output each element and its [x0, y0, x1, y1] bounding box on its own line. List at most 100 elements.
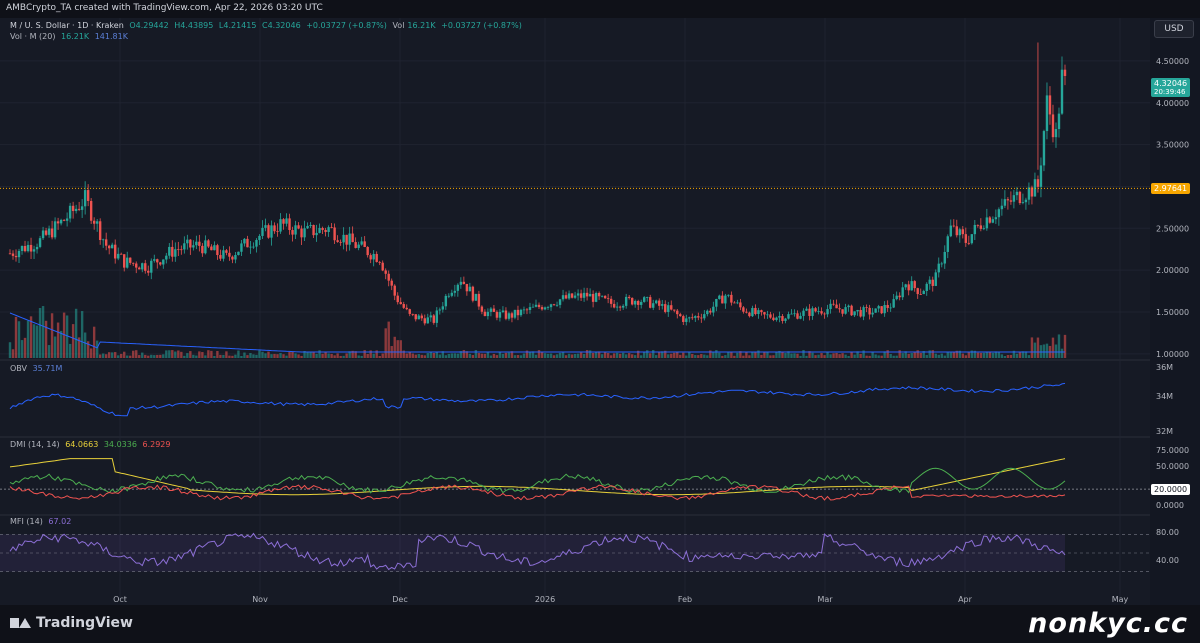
volma-v1: 16.21K — [61, 32, 90, 41]
candle — [489, 308, 493, 312]
volume-bar — [886, 350, 889, 358]
candle — [823, 313, 826, 315]
chart-area[interactable]: Oct Nov Dec 2026 Feb Mar Apr May — [0, 18, 1150, 605]
candle — [65, 218, 69, 221]
time-label-5: Mar — [817, 595, 833, 604]
candle — [288, 218, 291, 231]
candle — [8, 253, 12, 255]
volume-bar — [531, 351, 535, 358]
volume-bar — [318, 350, 321, 358]
volume-bar — [309, 352, 312, 358]
current-price: 4.32046 — [1154, 79, 1188, 88]
chart-svg[interactable]: Oct Nov Dec 2026 Feb Mar Apr May — [0, 18, 1150, 605]
volume-bar — [751, 352, 754, 358]
volume-bar — [1057, 334, 1061, 358]
time-label-1: Nov — [252, 595, 268, 604]
volume-bar — [354, 351, 357, 358]
candle — [249, 246, 252, 248]
dmi-level-tag: 20.0000 — [1151, 484, 1191, 495]
candle — [198, 241, 201, 246]
volume-bar — [555, 354, 559, 358]
volume-bar — [98, 354, 102, 358]
price-axis[interactable]: 4.500004.000003.500003.000002.500002.000… — [1150, 18, 1200, 605]
candle — [877, 306, 880, 309]
volume-bar — [342, 355, 345, 358]
volume-bar — [279, 353, 282, 358]
volume-bar — [300, 355, 303, 358]
candle — [117, 253, 120, 259]
volume-bar — [949, 352, 952, 358]
candle — [658, 300, 661, 306]
candle — [306, 225, 309, 229]
volume-bar — [880, 355, 883, 358]
volume-bar — [504, 352, 508, 358]
vol-value: 16.21K — [407, 21, 436, 30]
tradingview-logo[interactable]: TradingView — [10, 613, 133, 633]
candle — [1006, 199, 1010, 201]
volume-bar — [1042, 344, 1046, 358]
obv-line — [9, 382, 1066, 417]
volume-bar — [207, 350, 210, 358]
candle — [748, 312, 751, 317]
candle — [98, 221, 102, 240]
candle — [606, 298, 610, 300]
candle — [835, 304, 838, 309]
volume-bar — [432, 352, 436, 358]
volume-bar — [973, 350, 977, 358]
volume-bar — [129, 355, 132, 358]
candle — [53, 221, 57, 238]
candle — [733, 302, 736, 304]
currency-button[interactable]: USD — [1154, 20, 1194, 38]
candle — [330, 227, 333, 228]
candle — [123, 254, 126, 268]
volume-bar — [198, 351, 201, 358]
volume-bar — [1009, 354, 1013, 358]
candle — [585, 292, 589, 297]
candle — [252, 246, 255, 248]
candle — [1057, 113, 1061, 130]
volume-bar — [985, 351, 989, 358]
volume-bar — [916, 350, 919, 358]
volume-bar — [231, 355, 234, 358]
candle — [414, 314, 417, 320]
candle — [62, 219, 66, 221]
candle — [384, 270, 387, 274]
candle — [11, 253, 15, 256]
candle — [778, 316, 781, 318]
candle — [162, 259, 165, 265]
candle — [994, 217, 998, 220]
candle — [192, 245, 195, 248]
volume-bar — [769, 355, 772, 358]
volume-bar — [679, 354, 682, 358]
candle — [898, 295, 901, 298]
volume-bar — [147, 355, 150, 358]
volume-bar — [612, 353, 616, 358]
volume-bar — [378, 355, 381, 358]
volume-bar — [53, 336, 57, 358]
volume-bar — [606, 353, 610, 358]
volume-bar — [928, 350, 931, 358]
volume-bar — [838, 354, 841, 358]
candle — [207, 240, 210, 247]
candle — [862, 307, 865, 317]
volume-bar — [50, 313, 54, 358]
countdown: 20:39:46 — [1154, 88, 1186, 96]
volume-bar — [26, 320, 30, 358]
candle — [153, 259, 156, 261]
volume-bar — [71, 324, 75, 358]
candle — [71, 205, 75, 212]
candle — [408, 309, 411, 314]
volume-bar — [95, 340, 99, 358]
candle — [934, 272, 937, 286]
volume-bar — [883, 351, 886, 358]
candle — [41, 230, 45, 239]
volume-bar — [591, 352, 595, 358]
dmi-adx: 64.0663 — [65, 440, 99, 449]
volume-bar — [997, 351, 1001, 358]
volume-bar — [519, 355, 523, 358]
candle — [817, 311, 820, 312]
volume-bar — [814, 355, 817, 358]
candle — [1033, 179, 1037, 197]
volume-bar — [201, 352, 204, 358]
volume-bar — [655, 355, 658, 358]
